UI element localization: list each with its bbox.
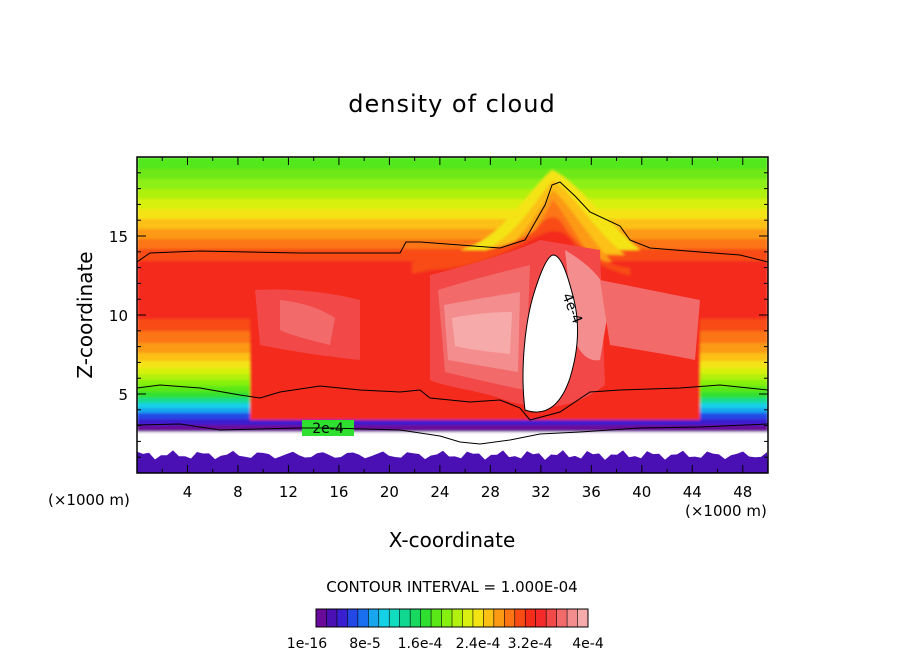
colorbar-label: 4e-4: [572, 636, 604, 652]
y-axis-label: Z-coordinate: [73, 251, 97, 378]
density-band: [137, 425, 768, 433]
density-band: [137, 219, 768, 230]
colorbar-swatch: [389, 609, 400, 627]
colorbar-swatch: [504, 609, 516, 627]
colorbar-swatch: [441, 609, 453, 627]
colorbar-swatch: [336, 609, 348, 627]
colorbar-swatch: [472, 609, 484, 627]
x-unit-right: (×1000 m): [685, 502, 767, 520]
colorbar-swatch: [546, 609, 557, 627]
colorbar-swatch: [452, 609, 463, 627]
x-axis-label: X-coordinate: [389, 528, 516, 552]
colorbar-swatch: [326, 609, 338, 627]
colorbar-swatch: [316, 609, 327, 627]
y-tick-label: 10: [109, 307, 128, 325]
density-core: [523, 255, 578, 413]
density-band: [137, 419, 768, 426]
density-band: [137, 229, 768, 240]
density-band: [137, 189, 768, 200]
x-unit-left: (×1000 m): [48, 491, 130, 509]
density-band: [137, 209, 768, 220]
colorbar-label: 1.6e-4: [398, 636, 443, 652]
density-band: [137, 169, 768, 180]
colorbar-swatch: [525, 609, 536, 627]
colorbar: [315, 608, 589, 628]
colorbar-label: 1e-16: [287, 636, 327, 652]
x-tick-label: 48: [733, 483, 752, 501]
density-lobe: [280, 300, 335, 345]
axis-ticks: [137, 157, 768, 473]
colorbar-swatch: [399, 609, 411, 627]
colorbar-frame: [315, 608, 589, 628]
density-band: [137, 179, 768, 190]
colorbar-label: 8e-5: [349, 636, 380, 652]
chart-title: density of cloud: [348, 90, 555, 118]
contour-line: [137, 181, 768, 263]
x-tick-label: 4: [183, 483, 193, 501]
colorbar-swatch: [420, 609, 432, 627]
y-tick-label: 5: [118, 386, 128, 404]
colorbar-label: 2.4e-4: [456, 636, 501, 652]
colorbar-swatch: [378, 609, 390, 627]
colorbar-swatch: [368, 609, 380, 627]
x-tick-label: 12: [279, 483, 298, 501]
x-tick-label: 16: [329, 483, 348, 501]
colorbar-swatch: [462, 609, 474, 627]
density-band: [137, 157, 768, 170]
x-tick-label: 8: [233, 483, 243, 501]
x-tick-label: 20: [380, 483, 399, 501]
density-noise: [137, 450, 768, 473]
x-tick-label: 44: [683, 483, 702, 501]
colorbar-swatch: [493, 609, 505, 627]
colorbar-swatch: [357, 609, 369, 627]
colorbar-swatch: [577, 609, 589, 627]
cloud-density-field: 2e-44e-4: [137, 157, 768, 473]
x-tick-label: 40: [632, 483, 651, 501]
contour-line: [137, 423, 768, 445]
x-tick-label: 28: [481, 483, 500, 501]
contour-interval-text: CONTOUR INTERVAL = 1.000E-04: [326, 578, 577, 596]
density-lobe: [452, 312, 512, 354]
colorbar-labels: 1e-16 8e-5 1.6e-4 2.4e-4 3.2e-4 4e-4: [287, 636, 604, 652]
colorbar-swatch: [535, 609, 547, 627]
x-tick-label: 24: [430, 483, 449, 501]
colorbar-swatch: [431, 609, 442, 627]
colorbar-swatch: [483, 609, 495, 627]
y-tick-label: 15: [109, 228, 128, 246]
contour-line: [137, 384, 768, 421]
colorbar-swatch: [567, 609, 578, 627]
contour-line: [522, 254, 578, 413]
colorbar-swatch: [410, 609, 421, 627]
density-lobe: [600, 280, 700, 360]
density-band: [137, 199, 768, 210]
colorbar-swatch: [514, 609, 526, 627]
colorbar-swatch: [347, 609, 359, 627]
x-tick-label: 36: [582, 483, 601, 501]
contour-label: 2e-4: [312, 421, 344, 437]
colorbar-label: 3.2e-4: [508, 636, 553, 652]
colorbar-swatch: [556, 609, 568, 627]
x-tick-label: 32: [531, 483, 550, 501]
